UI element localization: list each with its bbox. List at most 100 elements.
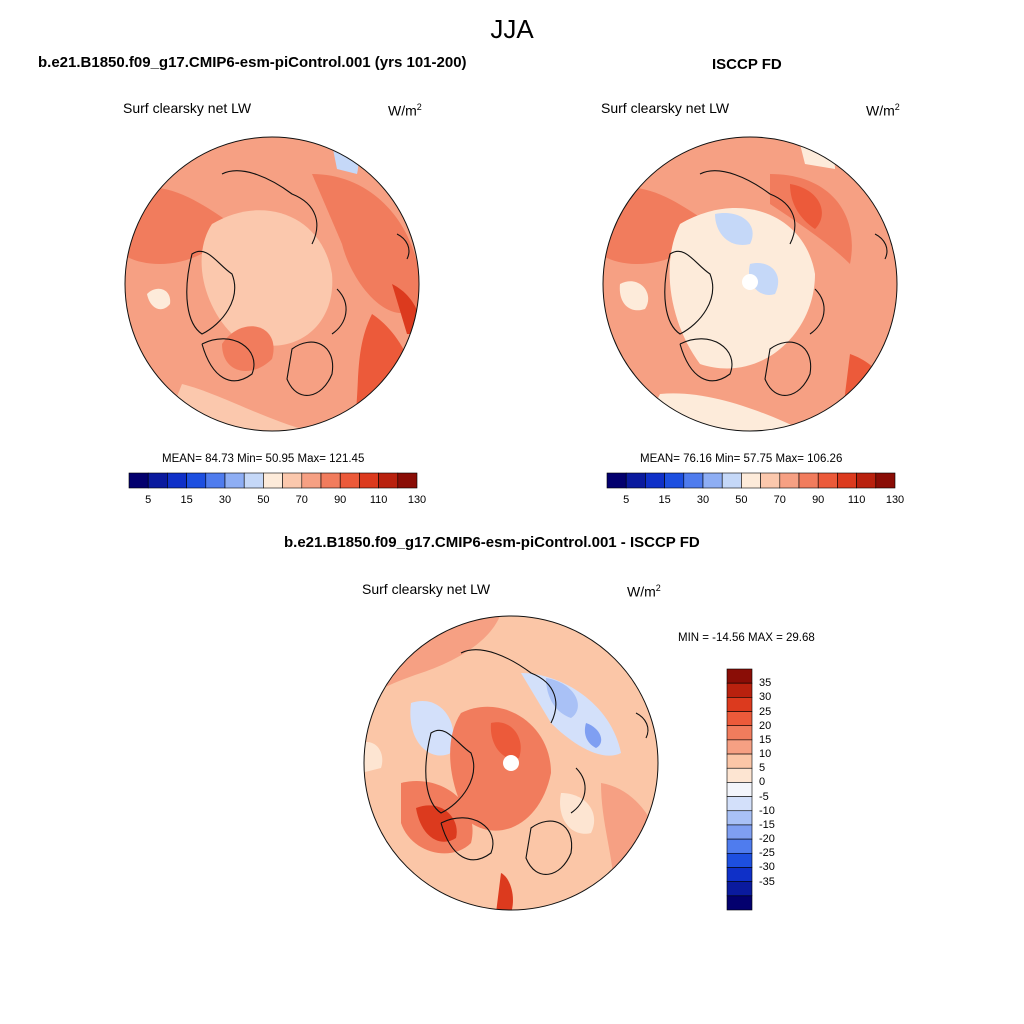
- obs-colorbar-swatch: [837, 472, 857, 489]
- diff-map-field-region: [496, 873, 513, 910]
- diff-colorbar-swatch: [726, 682, 753, 698]
- model-variable-label: Surf clearsky net LW: [123, 100, 252, 116]
- diff-coastline: [570, 767, 586, 814]
- obs-colorbar-swatch: [721, 472, 742, 489]
- diff-coastline: [440, 817, 494, 861]
- diff-minmax-text: MIN = -14.56 MAX = 29.68: [678, 632, 815, 644]
- diff-pole-hole: [503, 755, 519, 771]
- model-colorbar-tick-label: 15: [180, 494, 193, 506]
- model-colorbar-swatch: [243, 472, 264, 489]
- obs-colorbar-labels: 5 15 30 50 70 90 110 130: [607, 494, 904, 508]
- diff-colorbar-tick-label: 30: [759, 691, 772, 704]
- diff-map-field-region: [450, 706, 551, 831]
- model-colorbar-swatch: [224, 472, 245, 489]
- diff-colorbar-swatch: [726, 725, 753, 741]
- diff-coastline: [525, 820, 573, 875]
- obs-colorbar-tick-label: 5: [623, 494, 630, 506]
- diff-colorbar-tick-label: -20: [759, 833, 775, 846]
- obs-colorbar-tick-label: 70: [773, 494, 786, 506]
- diff-colorbar-tick-label: -5: [759, 790, 769, 803]
- diff-map-field-region: [416, 805, 457, 842]
- model-colorbar-swatch: [147, 472, 168, 489]
- figure-title: JJA: [490, 14, 534, 44]
- diff-colorbar-swatch: [726, 782, 753, 797]
- model-colorbar-tick-label: 5: [145, 494, 152, 506]
- obs-map-field-region: [669, 208, 815, 369]
- obs-polar-map: [602, 136, 898, 432]
- diff-colorbar-swatch: [726, 867, 753, 882]
- diff-colorbar-swatch: [726, 753, 753, 769]
- model-colorbar-tick-label: 70: [295, 494, 308, 506]
- diff-colorbar-tick-label: -10: [759, 804, 775, 817]
- model-colorbar-swatch: [378, 472, 399, 489]
- diff-colorbar-tick-label: -30: [759, 861, 775, 874]
- obs-pole-hole: [742, 274, 758, 290]
- diff-colorbar-swatch: [726, 810, 753, 826]
- obs-map-field-region: [715, 213, 753, 245]
- model-colorbar-tick-label: 50: [257, 494, 270, 506]
- obs-colorbar-swatch: [875, 472, 896, 489]
- diff-colorbar-swatch: [726, 767, 753, 783]
- model-colorbar-tick-label: 110: [369, 494, 388, 506]
- diff-polar-map: [363, 615, 659, 911]
- diff-colorbar-tick-label: 0: [759, 776, 766, 789]
- obs-colorbar-tick-label: 15: [658, 494, 671, 506]
- diff-colorbar-swatch: [726, 852, 753, 868]
- model-map-field-region: [201, 210, 333, 346]
- model-colorbar-swatch: [186, 472, 207, 489]
- model-colorbar-swatch: [128, 472, 149, 489]
- diff-colorbar-swatch: [726, 796, 753, 812]
- obs-colorbar-swatch: [664, 472, 685, 489]
- obs-colorbar-swatch: [625, 472, 646, 489]
- obs-colorbar-swatch: [702, 472, 723, 489]
- obs-map-field-region: [790, 184, 822, 229]
- diff-colorbar-swatch: [726, 838, 753, 854]
- obs-colorbar-swatch: [779, 472, 800, 489]
- diff-colorbar-swatch: [726, 711, 753, 727]
- model-panel-title: b.e21.B1850.f09_g17.CMIP6-esm-piControl.…: [38, 54, 467, 71]
- obs-colorbar-swatch: [798, 472, 819, 489]
- obs-colorbar-swatch: [760, 472, 781, 489]
- obs-map-border: [602, 136, 898, 432]
- diff-coastline: [635, 712, 649, 739]
- obs-coastline: [764, 341, 812, 396]
- diff-map-field-region: [560, 793, 595, 834]
- diff-colorbar-swatch: [726, 739, 753, 755]
- diff-colorbar-swatch: [726, 697, 753, 712]
- diff-colorbar-tick-label: 15: [759, 733, 772, 746]
- model-coastline: [286, 341, 334, 396]
- diff-colorbar-tick-label: -25: [759, 847, 775, 860]
- model-colorbar-swatch: [167, 472, 187, 489]
- model-polar-map: [124, 136, 420, 432]
- model-units-label: W/m2: [388, 102, 422, 119]
- diff-map-border: [363, 615, 659, 911]
- model-colorbar-swatch: [320, 472, 341, 489]
- diff-coastline: [460, 649, 557, 724]
- diff-colorbar-swatch: [726, 668, 753, 684]
- diff-coastline: [425, 729, 475, 814]
- obs-panel-title: ISCCP FD: [712, 56, 782, 73]
- model-colorbar-labels: 5 15 30 50 70 90 110 130: [129, 494, 426, 508]
- model-colorbar-swatch: [397, 472, 418, 489]
- diff-colorbar-tick-label: 5: [759, 762, 766, 775]
- diff-colorbar-tick-label: -35: [759, 875, 775, 888]
- obs-stats-text: MEAN= 76.16 Min= 57.75 Max= 106.26: [640, 453, 843, 465]
- obs-units-label: W/m2: [866, 102, 900, 119]
- obs-colorbar-tick-label: 30: [696, 494, 710, 506]
- diff-colorbar-tick-label: 20: [759, 719, 772, 732]
- obs-coastline: [809, 288, 825, 335]
- obs-colorbar-swatch: [645, 472, 665, 489]
- obs-coastline: [699, 170, 796, 245]
- model-coastline: [221, 170, 318, 245]
- model-colorbar-swatch: [339, 472, 360, 489]
- model-coastline: [331, 288, 347, 335]
- model-colorbar-swatch: [282, 472, 303, 489]
- obs-colorbar-swatch: [683, 472, 704, 489]
- obs-map-field-region: [840, 354, 897, 431]
- obs-coastline: [679, 338, 733, 382]
- model-colorbar-tick-label: 30: [218, 494, 232, 506]
- diff-colorbar-tick-label: 25: [759, 705, 772, 718]
- diff-colorbar-swatch: [726, 881, 753, 897]
- obs-colorbar-swatch: [606, 472, 627, 489]
- diff-panel-title: b.e21.B1850.f09_g17.CMIP6-esm-piControl.…: [284, 534, 700, 551]
